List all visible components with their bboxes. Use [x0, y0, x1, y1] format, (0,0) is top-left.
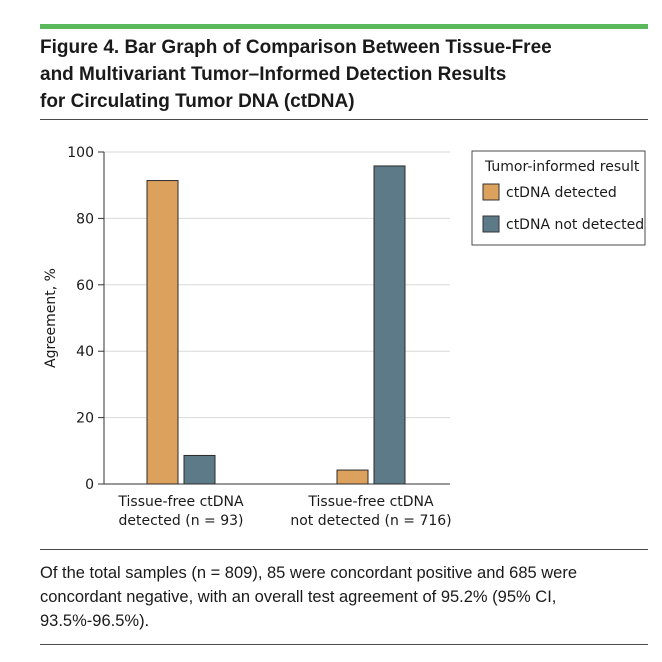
top-accent-rule [40, 24, 648, 29]
bars [146, 165, 406, 485]
caption-divider-top [40, 549, 648, 550]
y-tick-label-40: 40 [76, 344, 94, 360]
x-category-label-2-line-2: not detected (n = 716) [290, 513, 451, 529]
figure-title-line-2: and Multivariant Tumor–Informed Detectio… [40, 64, 507, 85]
y-tick-label-80: 80 [76, 211, 94, 227]
axis-labels: 0 20 40 60 80 100 Tissue-free ctDNA detected (n… [67, 145, 451, 529]
legend-box [471, 150, 646, 246]
figure-title-line-1: Figure 4. Bar Graph of Comparison Betwee… [40, 37, 552, 58]
bar-ctdna-detected-group-2 [336, 469, 369, 485]
legend: Tumor-informed result ctDNA detected ctD… [471, 150, 646, 246]
legend-swatch-ctdna-detected [482, 183, 500, 201]
y-tick-label-0: 0 [85, 477, 94, 493]
bar-ctdna-detected-group-1 [146, 180, 179, 485]
legend-title: Tumor-informed result [484, 159, 640, 175]
title-divider [40, 119, 648, 120]
y-axis-title: Agreement, % [43, 268, 59, 368]
x-category-label-1-line-1: Tissue-free ctDNA [117, 494, 244, 510]
figure-title: Figure 4. Bar Graph of Comparison Betwee… [40, 34, 640, 115]
x-category-label-2-line-1: Tissue-free ctDNA [307, 494, 434, 510]
figure-title-line-3: for Circulating Tumor DNA (ctDNA) [40, 91, 355, 112]
bar-ctdna-not-detected-group-2 [373, 165, 406, 485]
bar-ctdna-not-detected-group-1 [183, 454, 216, 485]
x-category-label-1: Tissue-free ctDNA detected (n = 93) [117, 494, 244, 529]
legend-label-ctdna-not-detected: ctDNA not detected [506, 217, 644, 233]
x-category-label-1-line-2: detected (n = 93) [119, 513, 244, 529]
y-tick-label-60: 60 [76, 278, 94, 294]
legend-swatch-ctdna-not-detected [482, 215, 500, 233]
legend-label-ctdna-detected: ctDNA detected [506, 185, 617, 201]
figure-caption: Of the total samples (n = 809), 85 were … [40, 564, 578, 630]
y-tick-label-100: 100 [67, 145, 94, 161]
x-category-label-2: Tissue-free ctDNA not detected (n = 716) [290, 494, 451, 529]
y-tick-label-20: 20 [76, 411, 94, 427]
caption-divider-bottom [40, 644, 648, 645]
